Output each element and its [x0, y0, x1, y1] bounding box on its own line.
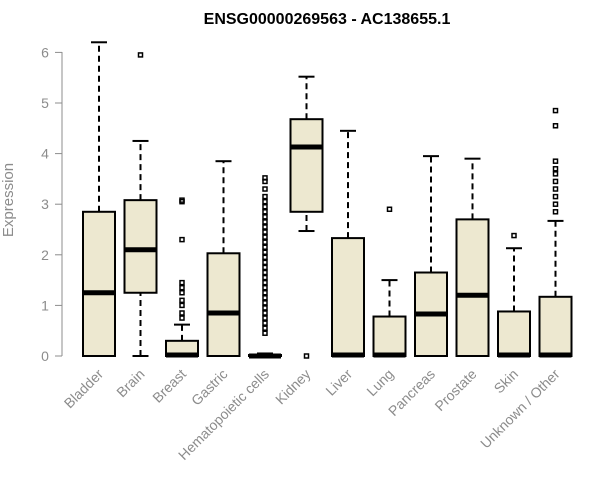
y-tick-label: 3	[41, 196, 49, 212]
outlier-point	[262, 310, 268, 316]
outlier-point	[552, 193, 559, 200]
outlier-point	[262, 244, 268, 250]
outlier-point	[179, 197, 185, 203]
box-body	[206, 252, 241, 357]
y-tick-label: 6	[41, 44, 49, 60]
outlier-point	[262, 198, 268, 205]
outlier-point	[262, 234, 268, 240]
outlier-point	[262, 239, 268, 245]
box-body	[497, 310, 531, 357]
box-body	[455, 218, 490, 357]
y-tick-label: 5	[41, 95, 49, 111]
outlier-point	[552, 201, 559, 207]
box-4	[248, 175, 282, 359]
outlier-point	[262, 264, 268, 271]
outlier-point	[262, 325, 268, 331]
x-tick-label: Brain	[113, 366, 147, 400]
y-axis-label: Expression	[0, 163, 17, 237]
outlier-point	[511, 232, 517, 239]
outlier-point	[262, 284, 268, 291]
y-tick-label: 0	[41, 348, 49, 364]
x-tick-label: Lung	[363, 366, 396, 399]
x-tick-label: Prostate	[431, 366, 479, 414]
x-tick-label: Liver	[322, 366, 355, 399]
outlier-point	[386, 206, 393, 213]
y-tick-label: 1	[41, 297, 49, 313]
outlier-point	[262, 203, 268, 210]
outlier-point	[303, 353, 310, 359]
outlier-point	[552, 178, 559, 185]
outlier-point	[552, 107, 559, 114]
outlier-point	[262, 259, 268, 266]
box-body	[82, 210, 116, 357]
outlier-point	[552, 123, 559, 129]
y-tick-label: 2	[41, 247, 49, 263]
x-tick-label: Bladder	[61, 366, 107, 412]
chart-title: ENSG00000269563 - AC138655.1	[204, 11, 451, 28]
outlier-point	[262, 209, 268, 215]
box-10	[497, 232, 531, 358]
outlier-point	[262, 290, 268, 296]
outlier-point	[137, 52, 144, 58]
box-5	[289, 75, 324, 359]
outlier-point	[262, 193, 268, 200]
x-tick-label: Kidney	[272, 366, 314, 408]
box-body	[331, 237, 365, 358]
y-tick-label: 4	[41, 146, 49, 162]
box-0	[82, 41, 116, 357]
outlier-point	[179, 315, 185, 321]
outlier-point	[262, 305, 268, 311]
outlier-point	[179, 279, 185, 286]
box-7	[372, 206, 407, 358]
outlier-point	[262, 229, 268, 235]
outlier-point	[262, 254, 268, 261]
outlier-point	[179, 284, 185, 291]
outlier-point	[179, 310, 185, 316]
box-11	[538, 107, 573, 358]
box-2	[165, 197, 199, 358]
box-9	[455, 157, 490, 357]
outlier-point	[262, 279, 268, 286]
outlier-point	[179, 290, 185, 296]
x-tick-label: Breast	[149, 366, 189, 406]
outlier-point	[262, 330, 268, 336]
outlier-point	[262, 269, 268, 276]
outlier-point	[552, 186, 559, 192]
box-6	[331, 129, 365, 358]
outlier-point	[262, 214, 268, 220]
outlier-point	[179, 297, 185, 304]
box-body	[289, 118, 324, 213]
outlier-point	[262, 315, 268, 321]
boxes-layer	[82, 41, 573, 359]
box-1	[123, 52, 158, 357]
box-body	[123, 199, 158, 294]
outlier-point	[262, 320, 268, 326]
outlier-point	[262, 186, 268, 192]
outlier-point	[262, 300, 268, 306]
x-tick-label: Unknown / Other	[477, 366, 563, 452]
outlier-point	[262, 249, 268, 256]
outlier-point	[552, 166, 559, 172]
outlier-point	[262, 219, 268, 225]
y-axis-ticks: 0 1 2 3 4 5 6	[41, 44, 62, 364]
x-tick-label: Skin	[491, 366, 522, 397]
box-8	[414, 155, 448, 358]
box-3	[206, 160, 241, 357]
outlier-point	[262, 274, 268, 281]
outlier-point	[179, 302, 185, 309]
box-body	[538, 295, 573, 358]
outlier-point	[552, 171, 559, 177]
box-body	[372, 315, 407, 358]
outlier-point	[262, 175, 268, 181]
outlier-point	[179, 236, 185, 243]
outlier-point	[552, 209, 559, 215]
outlier-point	[552, 158, 559, 164]
outlier-point	[262, 224, 268, 230]
outlier-point	[262, 295, 268, 301]
